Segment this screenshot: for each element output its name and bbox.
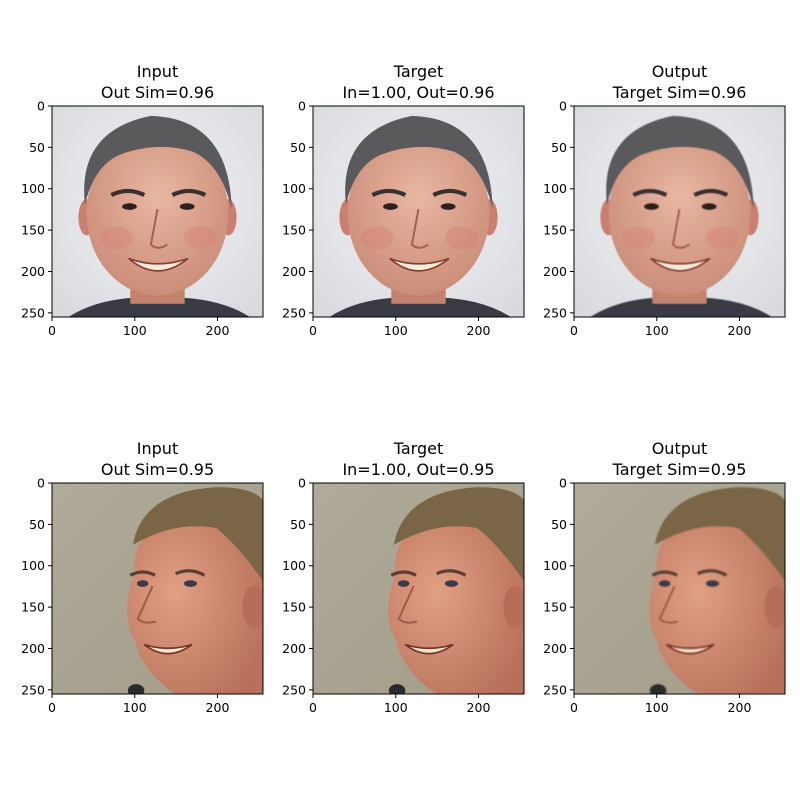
y-tick-label: 200 (543, 264, 567, 279)
axes-frame (312, 105, 525, 318)
y-tick-label: 50 (29, 517, 45, 532)
axes-frame (51, 482, 264, 695)
y-tick-label: 250 (543, 682, 567, 697)
panel-title: Input (137, 439, 178, 458)
axes-frame (51, 105, 264, 318)
panel-title: Input (137, 62, 178, 81)
y-tick-label: 250 (282, 682, 306, 697)
x-tick-label: 100 (384, 700, 408, 715)
axes-frame (573, 482, 786, 695)
y-tick-label: 50 (551, 517, 567, 532)
x-tick-label: 100 (123, 700, 147, 715)
y-tick-label: 100 (282, 181, 306, 196)
y-tick-label: 100 (21, 181, 45, 196)
y-tick-label: 150 (282, 600, 306, 615)
y-tick-label: 100 (282, 558, 306, 573)
x-tick-label: 0 (309, 700, 317, 715)
x-tick-label: 0 (48, 700, 56, 715)
y-tick-label: 100 (543, 181, 567, 196)
panel-face-1-target: Target In=1.00, Out=0.96 0 100 200 0 50 100 150 2… (282, 62, 525, 338)
panel-face-2-input: Input Out Sim=0.95 0 100 200 0 50 100 150 200 250 (21, 439, 264, 715)
y-tick-label: 0 (37, 476, 45, 491)
x-tick-label: 0 (570, 700, 578, 715)
x-tick-label: 200 (206, 700, 230, 715)
y-tick-label: 100 (543, 558, 567, 573)
panel-subtitle: In=1.00, Out=0.95 (342, 460, 494, 479)
x-tick-label: 200 (467, 700, 491, 715)
y-tick-label: 50 (290, 517, 306, 532)
y-tick-label: 250 (282, 305, 306, 320)
face-image (574, 106, 785, 317)
panel-face-1-output: Output Target Sim=0.96 0 100 200 0 50 100 150 200… (543, 62, 786, 338)
axes-frame (573, 105, 786, 318)
y-tick-label: 50 (290, 140, 306, 155)
y-tick-label: 100 (21, 558, 45, 573)
y-tick-label: 250 (21, 305, 45, 320)
y-tick-label: 200 (21, 641, 45, 656)
y-tick-label: 0 (298, 476, 306, 491)
panel-face-2-output: Output Target Sim=0.95 0 100 200 0 50 100 150 200… (543, 439, 786, 715)
x-tick-label: 100 (645, 323, 669, 338)
x-tick-label: 100 (384, 323, 408, 338)
y-tick-label: 0 (559, 99, 567, 114)
x-tick-label: 0 (570, 323, 578, 338)
y-tick-label: 150 (543, 223, 567, 238)
panel-face-2-target: Target In=1.00, Out=0.95 0 100 200 0 50 100 150 2… (282, 439, 525, 715)
panel-face-1-input: Input Out Sim=0.96 0 100 200 0 50 100 150 200 250 (21, 62, 264, 338)
panel-subtitle: Target Sim=0.96 (612, 83, 747, 102)
y-tick-label: 200 (282, 641, 306, 656)
face-image (52, 106, 263, 317)
y-tick-label: 0 (37, 99, 45, 114)
y-tick-label: 150 (543, 600, 567, 615)
y-tick-label: 0 (559, 476, 567, 491)
y-tick-label: 250 (21, 682, 45, 697)
panel-title: Output (652, 439, 708, 458)
y-tick-label: 50 (551, 140, 567, 155)
x-tick-label: 100 (123, 323, 147, 338)
x-tick-label: 100 (645, 700, 669, 715)
panel-subtitle: In=1.00, Out=0.96 (342, 83, 494, 102)
panel-subtitle: Target Sim=0.95 (612, 460, 747, 479)
face-image (52, 483, 263, 694)
y-tick-label: 200 (543, 641, 567, 656)
y-tick-label: 50 (29, 140, 45, 155)
axes-frame (312, 482, 525, 695)
y-tick-label: 250 (543, 305, 567, 320)
panel-title: Target (393, 439, 444, 458)
y-tick-label: 200 (282, 264, 306, 279)
panel-title: Output (652, 62, 708, 81)
face-image (313, 483, 524, 694)
x-tick-label: 200 (728, 323, 752, 338)
panel-title: Target (393, 62, 444, 81)
panel-subtitle: Out Sim=0.95 (101, 460, 214, 479)
panel-subtitle: Out Sim=0.96 (101, 83, 214, 102)
y-tick-label: 0 (298, 99, 306, 114)
y-tick-label: 150 (282, 223, 306, 238)
face-image (313, 106, 524, 317)
x-tick-label: 200 (206, 323, 230, 338)
x-tick-label: 0 (48, 323, 56, 338)
x-tick-label: 200 (728, 700, 752, 715)
y-tick-label: 150 (21, 223, 45, 238)
x-tick-label: 200 (467, 323, 491, 338)
x-tick-label: 0 (309, 323, 317, 338)
y-tick-label: 200 (21, 264, 45, 279)
y-tick-label: 150 (21, 600, 45, 615)
face-image (574, 483, 785, 694)
